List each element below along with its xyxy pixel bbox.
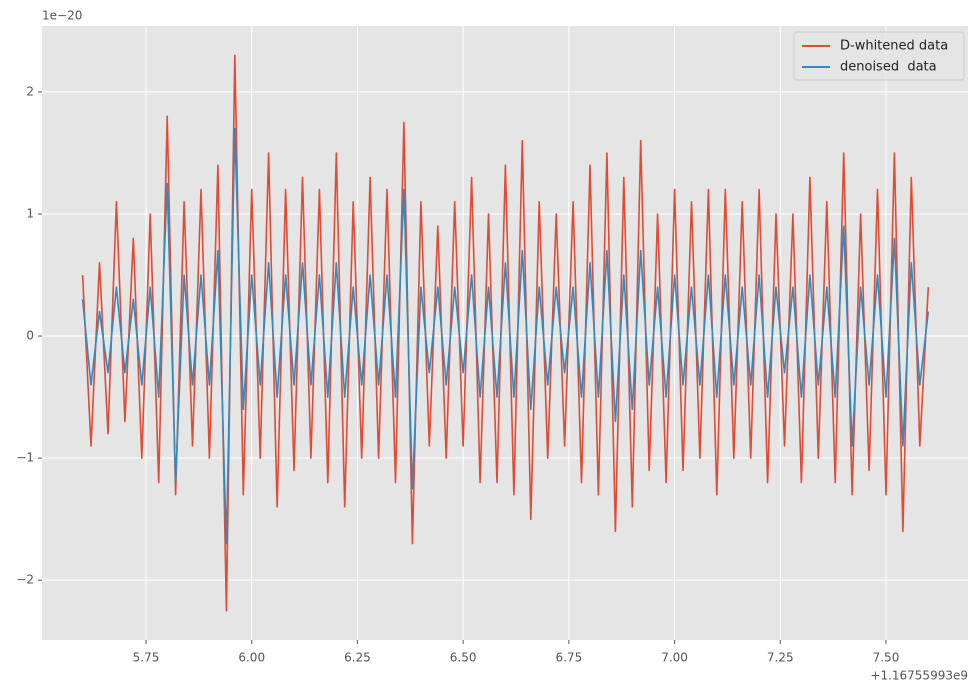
legend-label: D-whitened data: [840, 39, 948, 54]
x-tick-label: 6.75: [555, 651, 582, 665]
x-tick-label: 5.75: [133, 651, 160, 665]
legend-box: [793, 31, 965, 81]
y-tick-label: 1: [26, 206, 34, 220]
x-tick-label: 7.25: [767, 651, 794, 665]
x-tick-label: 6.25: [344, 651, 371, 665]
legend-label: denoised data: [840, 60, 937, 75]
x-tick-label: 7.00: [661, 651, 688, 665]
y-tick-label: −1: [16, 451, 34, 465]
y-tick-label: −2: [16, 573, 34, 587]
x-tick-label: 6.50: [450, 651, 477, 665]
x-offset-label: +1.16755993e9: [870, 669, 968, 683]
x-tick-label: 7.50: [873, 651, 900, 665]
y-tick-label: 0: [26, 329, 34, 343]
data-line: [81, 127, 930, 545]
y-scale-label: 1e−20: [42, 9, 82, 23]
x-tick-label: 6.00: [238, 651, 265, 665]
y-tick-label: 2: [26, 84, 34, 98]
